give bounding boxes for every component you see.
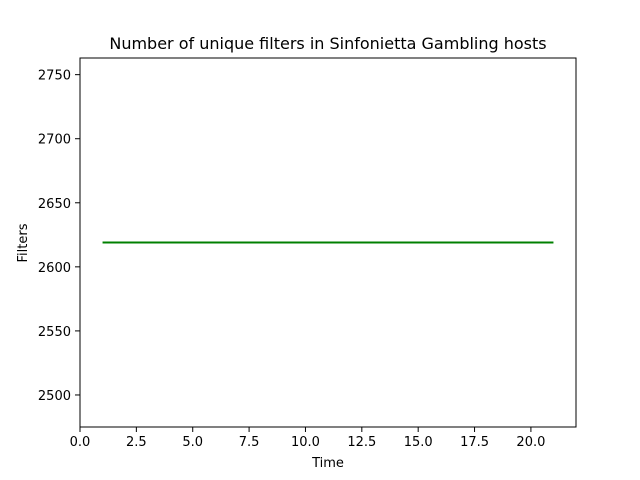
y-tick-label: 2750: [38, 69, 71, 84]
y-tick-label: 2700: [38, 133, 71, 148]
x-tick-label: 20.0: [516, 435, 545, 450]
x-tick-label: 0.0: [70, 435, 91, 450]
x-tick-label: 7.5: [239, 435, 260, 450]
y-tick-label: 2650: [38, 197, 71, 212]
y-tick-label: 2600: [38, 261, 71, 276]
x-tick-label: 2.5: [126, 435, 147, 450]
x-tick-label: 17.5: [460, 435, 489, 450]
x-tick-label: 12.5: [347, 435, 376, 450]
chart-title: Number of unique filters in Sinfonietta …: [109, 34, 546, 53]
x-tick-label: 10.0: [291, 435, 320, 450]
x-tick-label: 15.0: [404, 435, 433, 450]
axes-frame: [79, 57, 577, 428]
y-axis-label: Filters: [16, 223, 31, 262]
x-tick-label: 5.0: [182, 435, 203, 450]
x-axis-label: Time: [311, 456, 344, 471]
y-tick-label: 2500: [38, 389, 71, 404]
y-tick-label: 2550: [38, 325, 71, 340]
axes-layer: 0.0 2.5 5.0 7.5 10.0 12.5 15.0 17.5 20.0 2500 2550…: [38, 57, 577, 450]
